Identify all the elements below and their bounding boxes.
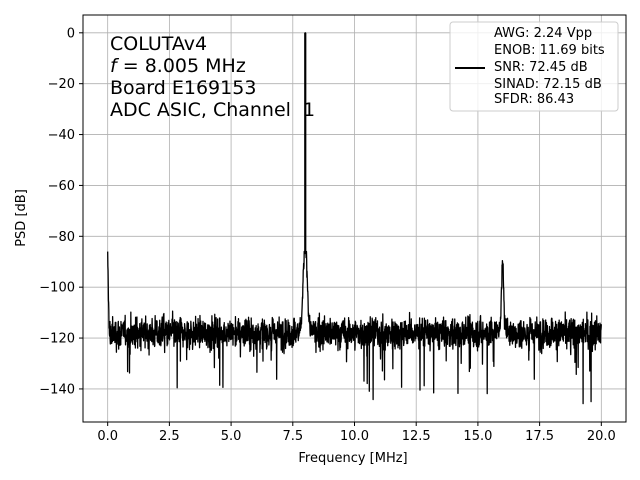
y-tick-label: −120 (39, 332, 75, 347)
x-tick-label: 2.5 (159, 429, 180, 444)
annotation-frequency-value: = 8.005 MHz (117, 55, 246, 77)
legend-entry-sfdr: SFDR: 86.43 (494, 92, 574, 107)
legend-entry-snr: SNR: 72.45 dB (494, 60, 588, 75)
annotation-title: COLUTAv4 (110, 33, 207, 55)
y-tick-label: −100 (39, 281, 75, 296)
legend-entry-sinad: SINAD: 72.15 dB (494, 77, 602, 92)
annotation-block: COLUTAv4 f = 8.005 MHz Board E169153 ADC… (110, 33, 315, 121)
y-tick-label: −80 (48, 230, 75, 245)
y-tick-label: 0 (67, 26, 75, 41)
y-tick-label: −60 (48, 179, 75, 194)
x-tick-label: 7.5 (282, 429, 303, 444)
x-tick-label: 5.0 (221, 429, 242, 444)
x-tick-label: 15.0 (463, 429, 492, 444)
y-tick-label: −140 (39, 382, 75, 397)
psd-trace (107, 32, 602, 405)
legend-entry-awg: AWG: 2.24 Vpp (494, 26, 592, 41)
annotation-frequency-symbol: f (110, 55, 120, 77)
x-axis-ticks: 0.0 2.5 5.0 7.5 10.0 12.5 15.0 17.5 20.0 (97, 422, 616, 444)
x-tick-label: 10.0 (340, 429, 369, 444)
grid (83, 15, 626, 422)
y-axis-label: PSD [dB] (14, 189, 29, 247)
x-tick-label: 12.5 (402, 429, 431, 444)
annotation-frequency: f = 8.005 MHz (110, 55, 246, 77)
legend-entry-enob: ENOB: 11.69 bits (494, 43, 605, 58)
x-tick-label: 20.0 (587, 429, 616, 444)
y-tick-label: −40 (48, 128, 75, 143)
legend: AWG: 2.24 Vpp ENOB: 11.69 bits SNR: 72.4… (449, 21, 619, 112)
x-tick-label: 0.0 (97, 429, 118, 444)
legend-box (449, 21, 619, 112)
psd-series (107, 32, 602, 405)
annotation-board: Board E169153 (110, 77, 256, 99)
y-tick-label: −20 (48, 77, 75, 92)
x-axis-label: Frequency [MHz] (298, 451, 407, 466)
x-tick-label: 17.5 (525, 429, 554, 444)
y-axis-ticks: 0 −20 −40 −60 −80 −100 −120 −140 (39, 26, 83, 397)
annotation-channel: ADC ASIC, Channel 1 (110, 99, 315, 121)
